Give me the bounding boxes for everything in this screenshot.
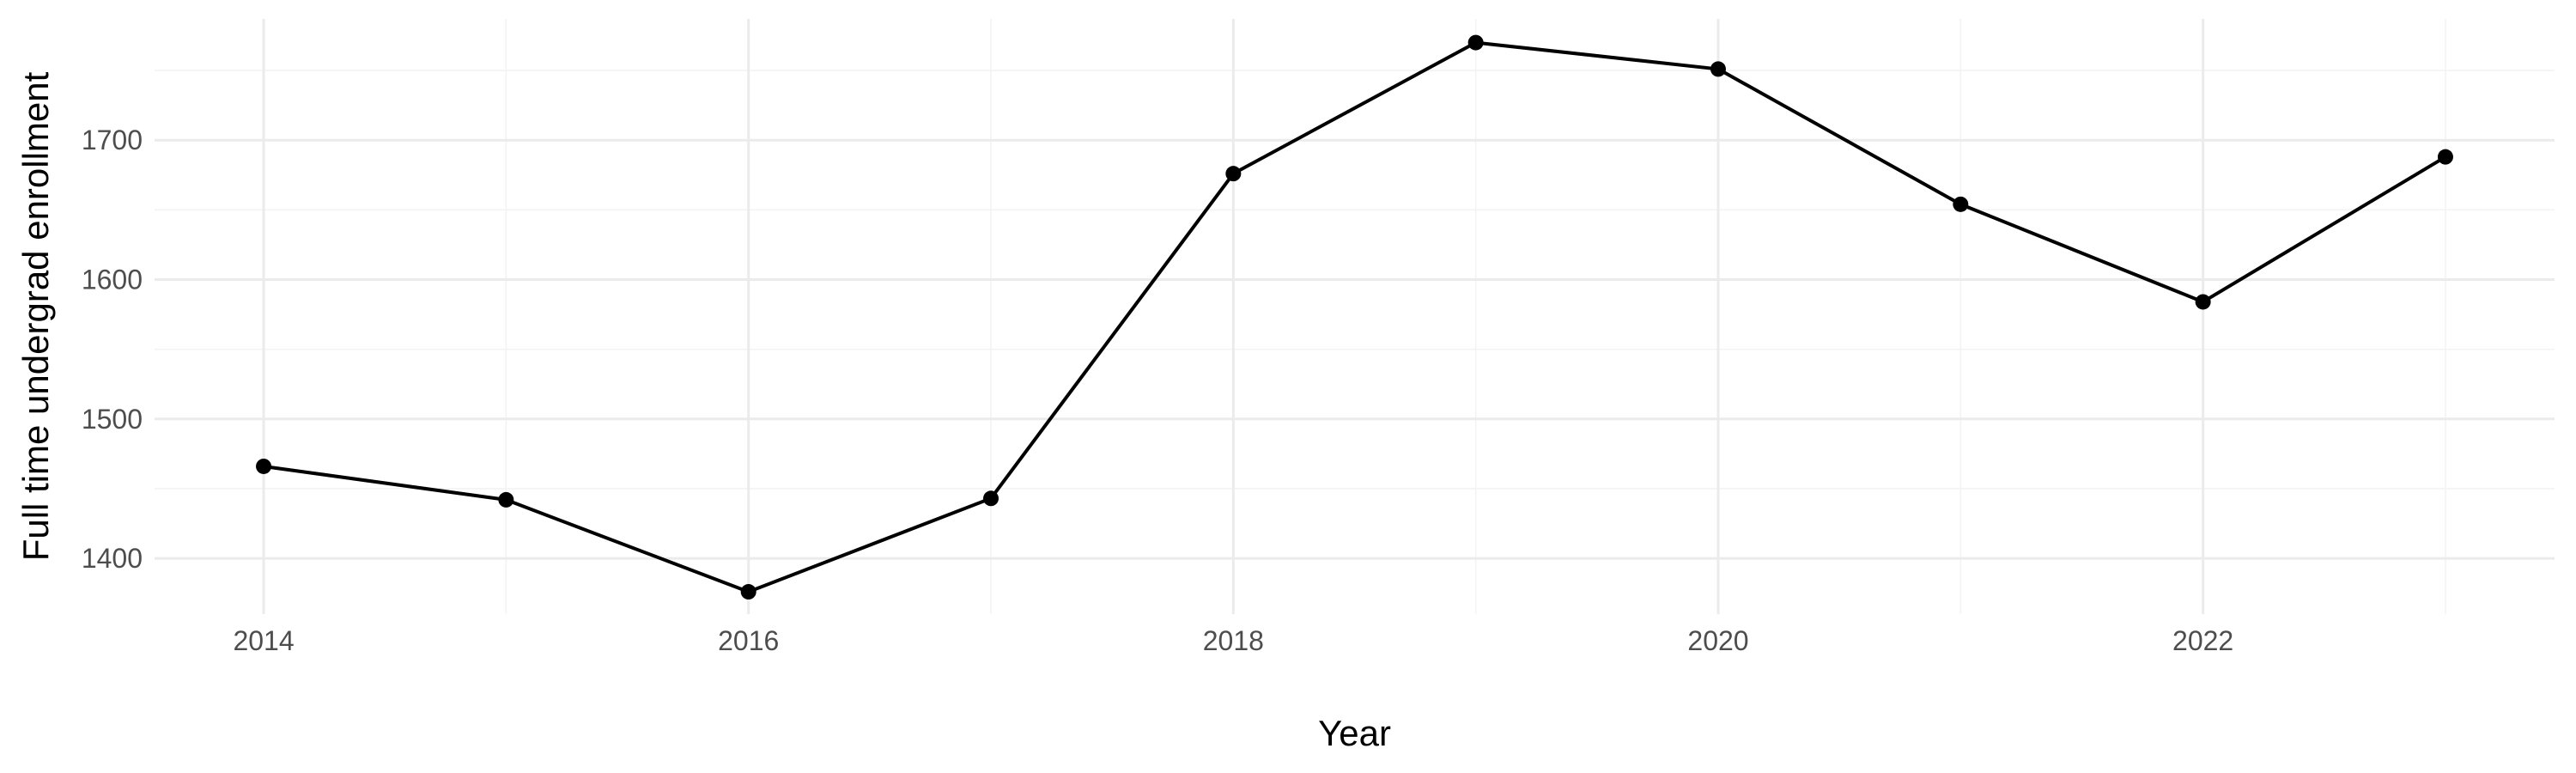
grid <box>155 19 2555 614</box>
tick-labels: 1400 1500 1600 1700 2014 2016 2018 2020 2022 <box>82 125 2233 656</box>
series-line <box>262 40 2447 594</box>
data-point <box>2195 294 2211 310</box>
y-tick-label: 1700 <box>82 125 143 155</box>
data-point <box>1710 61 1726 77</box>
y-tick-label: 1600 <box>82 264 143 295</box>
data-point <box>740 584 756 600</box>
y-tick-label: 1400 <box>82 543 143 574</box>
data-point <box>498 491 514 508</box>
x-axis-title: Year <box>1318 713 1391 753</box>
data-point <box>1467 34 1484 51</box>
x-tick-label: 2018 <box>1203 625 1264 656</box>
x-tick-label: 2016 <box>718 625 779 656</box>
data-point <box>1225 166 1242 182</box>
x-tick-label: 2020 <box>1687 625 1748 656</box>
x-tick-label: 2022 <box>2172 625 2233 656</box>
y-tick-label: 1500 <box>82 404 143 435</box>
y-axis-title: Full time undergrad enrollment <box>15 71 56 561</box>
x-tick-label: 2014 <box>233 625 294 656</box>
data-point <box>2437 149 2453 165</box>
data-point <box>1953 196 1969 212</box>
data-point <box>983 490 999 507</box>
series <box>256 34 2453 600</box>
data-point <box>256 458 272 474</box>
